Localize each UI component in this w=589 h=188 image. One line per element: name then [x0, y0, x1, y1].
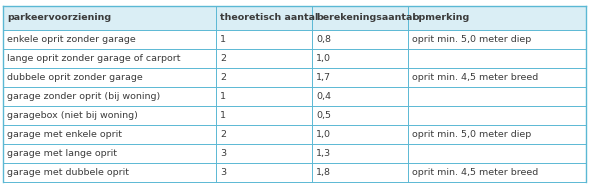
- Bar: [312, 30, 408, 49]
- Text: 1: 1: [220, 111, 226, 120]
- Bar: [216, 144, 312, 163]
- Text: 1,0: 1,0: [316, 130, 331, 139]
- Bar: [408, 144, 586, 163]
- Text: theoretisch aantal: theoretisch aantal: [220, 13, 318, 22]
- Text: 0,5: 0,5: [316, 111, 331, 120]
- Bar: [3, 125, 216, 144]
- Text: berekeningsaantal: berekeningsaantal: [316, 13, 416, 22]
- Bar: [3, 6, 216, 30]
- Text: 1,7: 1,7: [316, 73, 331, 82]
- Text: 1: 1: [220, 92, 226, 101]
- Text: garage met lange oprit: garage met lange oprit: [7, 149, 117, 158]
- Text: 0,4: 0,4: [316, 92, 331, 101]
- Text: enkele oprit zonder garage: enkele oprit zonder garage: [7, 35, 136, 44]
- Text: lange oprit zonder garage of carport: lange oprit zonder garage of carport: [7, 54, 181, 63]
- Bar: [408, 68, 586, 87]
- Text: oprit min. 5,0 meter diep: oprit min. 5,0 meter diep: [412, 130, 532, 139]
- Bar: [312, 144, 408, 163]
- Text: opmerking: opmerking: [412, 13, 469, 22]
- Text: garage zonder oprit (bij woning): garage zonder oprit (bij woning): [7, 92, 160, 101]
- Text: garagebox (niet bij woning): garagebox (niet bij woning): [7, 111, 138, 120]
- Bar: [3, 68, 216, 87]
- Bar: [216, 30, 312, 49]
- Bar: [312, 106, 408, 125]
- Bar: [312, 87, 408, 106]
- Text: 3: 3: [220, 168, 226, 177]
- Bar: [216, 163, 312, 182]
- Text: dubbele oprit zonder garage: dubbele oprit zonder garage: [7, 73, 143, 82]
- Bar: [3, 87, 216, 106]
- Text: garage met enkele oprit: garage met enkele oprit: [7, 130, 122, 139]
- Text: garage met dubbele oprit: garage met dubbele oprit: [7, 168, 129, 177]
- Bar: [408, 30, 586, 49]
- Bar: [312, 125, 408, 144]
- Bar: [216, 87, 312, 106]
- Text: oprit min. 4,5 meter breed: oprit min. 4,5 meter breed: [412, 168, 538, 177]
- Bar: [216, 68, 312, 87]
- Text: 2: 2: [220, 130, 226, 139]
- Bar: [408, 6, 586, 30]
- Text: oprit min. 5,0 meter diep: oprit min. 5,0 meter diep: [412, 35, 532, 44]
- Bar: [408, 49, 586, 68]
- Text: 2: 2: [220, 73, 226, 82]
- Bar: [3, 144, 216, 163]
- Bar: [3, 49, 216, 68]
- Bar: [216, 6, 312, 30]
- Bar: [408, 106, 586, 125]
- Text: 0,8: 0,8: [316, 35, 331, 44]
- Text: 1,3: 1,3: [316, 149, 331, 158]
- Text: parkeervoorziening: parkeervoorziening: [7, 13, 111, 22]
- Bar: [216, 49, 312, 68]
- Bar: [3, 163, 216, 182]
- Bar: [408, 163, 586, 182]
- Text: 1,0: 1,0: [316, 54, 331, 63]
- Text: 1: 1: [220, 35, 226, 44]
- Bar: [408, 87, 586, 106]
- Bar: [216, 125, 312, 144]
- Bar: [216, 106, 312, 125]
- Bar: [312, 49, 408, 68]
- Text: oprit min. 4,5 meter breed: oprit min. 4,5 meter breed: [412, 73, 538, 82]
- Bar: [408, 125, 586, 144]
- Text: 3: 3: [220, 149, 226, 158]
- Text: 2: 2: [220, 54, 226, 63]
- Bar: [3, 106, 216, 125]
- Text: 1,8: 1,8: [316, 168, 331, 177]
- Bar: [312, 163, 408, 182]
- Bar: [312, 68, 408, 87]
- Bar: [3, 30, 216, 49]
- Bar: [312, 6, 408, 30]
